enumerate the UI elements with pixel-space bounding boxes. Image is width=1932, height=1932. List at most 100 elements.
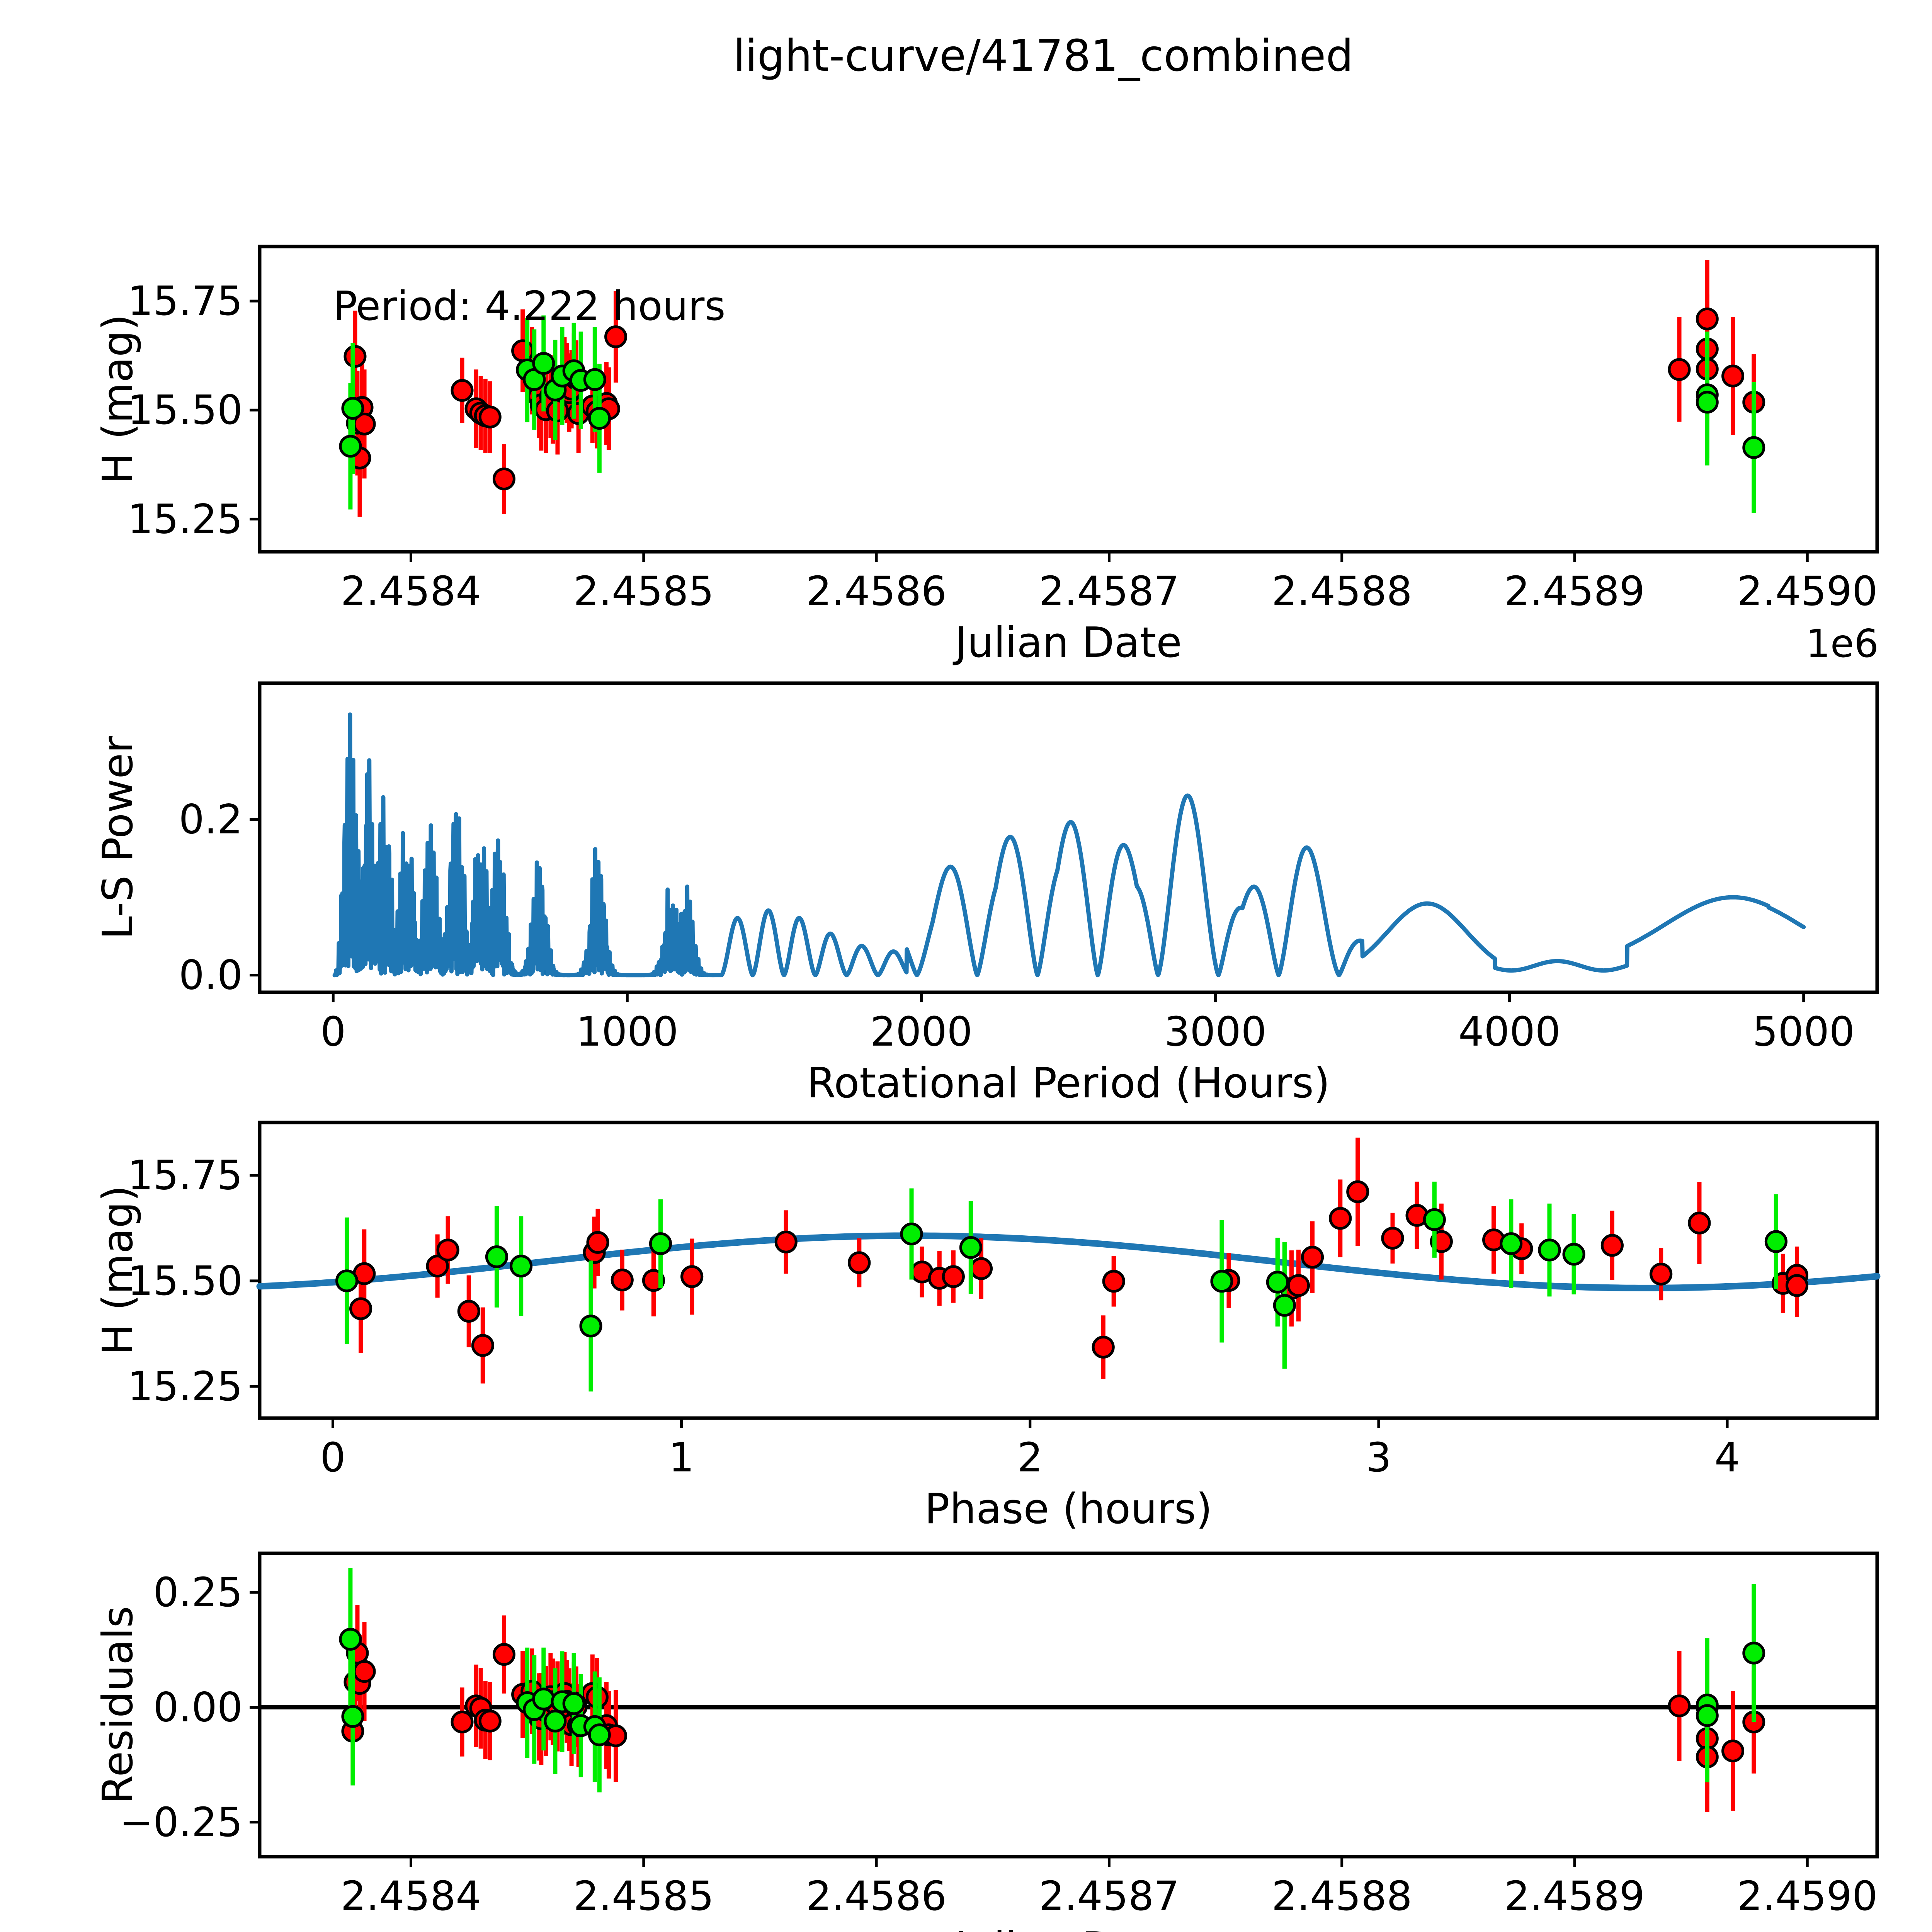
data-point <box>1668 1694 1691 1718</box>
x-tick-label: 2.4587 <box>1039 568 1179 615</box>
data-point <box>900 1223 923 1246</box>
data-point <box>457 1300 480 1323</box>
data-point <box>959 1236 982 1259</box>
figure-title: light-curve/41781_combined <box>733 31 1354 81</box>
x-tick-label: 2.4590 <box>1737 568 1878 615</box>
data-point <box>1210 1270 1233 1293</box>
period-annotation: Period: 4.222 hours <box>333 282 726 330</box>
x-tick-label: 2.4589 <box>1504 568 1645 615</box>
data-point <box>1273 1294 1296 1317</box>
periodogram-panel: 0 1000 2000 3000 4000 5000 0.0 0.2 Rotational Pe… <box>94 681 1879 1107</box>
phase-top-series-green <box>335 1182 1787 1392</box>
data-point <box>492 1643 515 1666</box>
data-point <box>339 435 362 458</box>
data-point <box>510 1255 533 1278</box>
lightcurve-panel: 2.4584 2.4585 2.4586 2.4587 2.4588 2.4589 2.45… <box>94 245 1879 667</box>
x-offset-label: 1e6 <box>1806 1926 1879 1932</box>
y-tick-label: 15.50 <box>128 1257 243 1304</box>
data-point <box>353 1660 376 1683</box>
data-point <box>426 1255 449 1278</box>
data-point <box>1764 1230 1787 1253</box>
y-tick-label: 0.2 <box>179 796 243 843</box>
x-tick-label: 1000 <box>576 1008 679 1055</box>
data-point <box>1721 1739 1745 1762</box>
x-tick-label: 2.4585 <box>573 1872 714 1920</box>
x-axis-label: Julian Date <box>952 619 1182 667</box>
data-point <box>1688 1211 1711 1235</box>
y-tick-label: 15.25 <box>128 1363 243 1410</box>
data-point <box>436 1238 459 1262</box>
x-tick-label: 2000 <box>870 1008 973 1055</box>
y-axis-label: Residuals <box>94 1606 142 1804</box>
y-tick-label: 0.00 <box>153 1684 243 1731</box>
data-point <box>680 1265 704 1288</box>
panel-frame <box>258 245 1879 554</box>
data-point <box>583 368 606 391</box>
data-point <box>579 1315 602 1338</box>
phase-panel: 0 1 2 3 4 15.25 15.50 15.75 Phase (hours) H (mag) <box>94 1121 1881 1533</box>
data-point <box>588 1723 611 1747</box>
x-tick-label: 2.4586 <box>806 1872 947 1920</box>
y-tick-label: 0.0 <box>179 952 243 999</box>
data-point <box>585 1685 609 1709</box>
data-point <box>1562 1243 1585 1266</box>
y-tick-label: −0.25 <box>119 1799 243 1846</box>
data-point <box>478 405 502 429</box>
x-tick-label: 2.4586 <box>806 568 947 615</box>
x-tick-label: 2 <box>1017 1434 1043 1481</box>
data-point <box>1266 1270 1289 1294</box>
data-point <box>471 1334 494 1357</box>
data-point <box>588 407 611 430</box>
x-axis-label: Julian Date <box>952 1923 1182 1932</box>
y-tick-label: 15.75 <box>128 1152 243 1199</box>
data-point <box>344 345 367 368</box>
x-tick-label: 4000 <box>1458 1008 1561 1055</box>
data-point <box>1381 1226 1404 1250</box>
data-point <box>1742 436 1765 459</box>
data-point <box>1696 391 1719 414</box>
panel-frame <box>258 1551 1879 1859</box>
data-point <box>1102 1270 1125 1293</box>
data-point <box>562 1692 585 1715</box>
x-tick-label: 3 <box>1366 1434 1391 1481</box>
data-point <box>1301 1246 1324 1269</box>
data-point <box>848 1251 871 1274</box>
data-point <box>1742 1641 1765 1665</box>
data-point <box>1500 1232 1523 1255</box>
x-offset-label: 1e6 <box>1806 621 1879 666</box>
residuals-panel: 2.4584 2.4585 2.4586 2.4587 2.4588 2.4589 2.45… <box>94 1551 1879 1932</box>
data-point <box>1346 1180 1369 1203</box>
x-tick-label: 1 <box>669 1434 694 1481</box>
y-tick-label: 15.75 <box>128 277 243 325</box>
x-tick-label: 0 <box>320 1008 346 1055</box>
periodogram-line <box>332 712 1806 978</box>
panel-frame <box>258 1121 1879 1420</box>
data-point <box>341 397 364 420</box>
data-point <box>532 352 555 375</box>
x-tick-label: 2.4584 <box>341 1872 481 1920</box>
x-tick-label: 5000 <box>1752 1008 1855 1055</box>
data-point <box>1721 364 1745 388</box>
data-point <box>1538 1238 1561 1262</box>
x-tick-label: 2.4590 <box>1737 1872 1878 1920</box>
y-tick-label: 15.25 <box>128 495 243 543</box>
data-point <box>349 1297 372 1320</box>
residuals-series-green <box>339 1568 1765 1793</box>
data-point <box>611 1269 634 1292</box>
y-tick-label: 0.25 <box>153 1569 243 1616</box>
data-point <box>1287 1274 1310 1297</box>
x-tick-label: 2.4588 <box>1272 568 1412 615</box>
data-point <box>1650 1262 1673 1286</box>
data-point <box>339 1628 362 1651</box>
x-tick-label: 2.4589 <box>1504 1872 1645 1920</box>
x-tick-label: 2.4587 <box>1039 1872 1179 1920</box>
data-point <box>942 1265 965 1288</box>
data-point <box>1696 307 1719 330</box>
data-point <box>1329 1207 1352 1230</box>
lightcurve-series-green <box>339 315 1765 513</box>
x-axis-label: Phase (hours) <box>925 1485 1213 1533</box>
data-point <box>1696 1704 1719 1727</box>
